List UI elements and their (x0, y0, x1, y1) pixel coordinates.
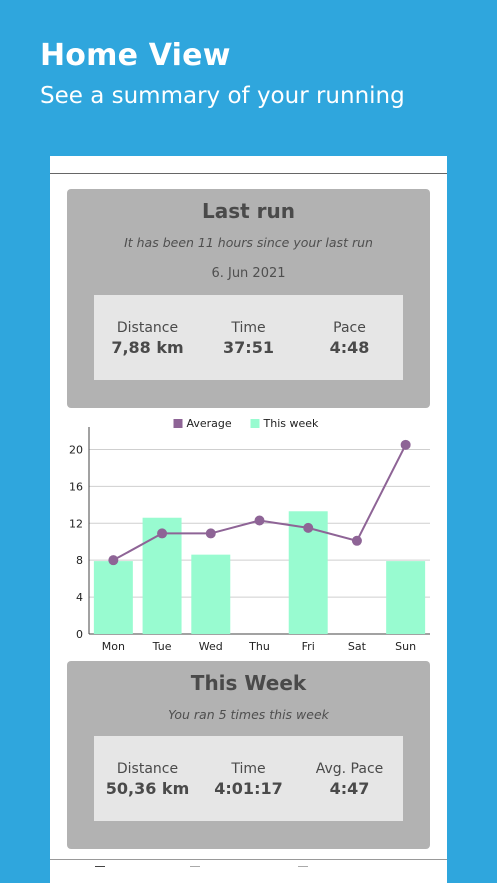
y-tick-label: 8 (76, 554, 83, 567)
runs-tab-icon[interactable] (190, 866, 200, 872)
bar-mon (93, 561, 133, 634)
time-value: 37:51 (223, 338, 274, 357)
week-pace-value: 4:47 (329, 779, 370, 798)
nav-divider (50, 173, 447, 174)
x-tick-label: Wed (199, 640, 223, 653)
average-point-sun (400, 439, 411, 450)
legend-this-week-swatch (250, 419, 260, 428)
y-tick-label: 4 (76, 591, 83, 604)
weekly-chart: 0 4 8 12 16 20 Mon Tue Wed Thu Fri Sat Sun Average Thi… (69, 417, 430, 653)
time-label: Time (231, 320, 266, 336)
stats-tab-icon[interactable] (298, 866, 308, 872)
this-week-stats: Distance 50,36 km Time 4:01:17 Avg. Pace… (94, 736, 403, 821)
hero-title: Home View (40, 38, 231, 73)
average-point-fri (303, 522, 314, 533)
week-distance-stat: Distance 50,36 km (96, 760, 199, 799)
y-tick-label: 16 (69, 480, 83, 493)
hero-subtitle: See a summary of your running (40, 83, 405, 109)
legend-average-swatch (173, 419, 183, 428)
week-time-value: 4:01:17 (214, 779, 283, 798)
this-week-summary: You ran 5 times this week (168, 707, 329, 722)
pace-label: Pace (333, 320, 366, 336)
bar-sun (386, 561, 426, 634)
last-run-since: It has been 11 hours since your last run (124, 235, 373, 250)
week-distance-label: Distance (116, 761, 179, 777)
legend-average-label: Average (187, 417, 232, 430)
tab-bar-divider (50, 859, 447, 860)
week-pace-label: Avg. Pace (315, 761, 384, 777)
y-tick-label: 12 (69, 517, 83, 530)
last-run-card[interactable]: Last run It has been 11 hours since your… (67, 189, 430, 408)
average-point-wed (205, 528, 216, 539)
time-stat: Time 37:51 (197, 319, 300, 358)
bar-wed (191, 554, 231, 634)
last-run-stats: Distance 7,88 km Time 37:51 Pace 4:48 (94, 295, 403, 380)
this-week-card[interactable]: This Week You ran 5 times this week Dist… (67, 661, 430, 849)
average-point-mon (108, 555, 119, 566)
last-run-date: 6. Jun 2021 (211, 266, 286, 281)
x-tick-label: Fri (302, 640, 315, 653)
x-tick-label: Mon (102, 640, 125, 653)
last-run-title: Last run (201, 199, 295, 223)
average-point-thu (254, 515, 265, 526)
distance-stat: Distance 7,88 km (96, 319, 199, 358)
y-tick-label: 0 (76, 628, 83, 641)
legend-this-week-label: This week (263, 417, 320, 430)
x-tick-label: Thu (248, 640, 270, 653)
distance-label: Distance (116, 320, 179, 336)
this-week-title: This Week (190, 671, 307, 695)
y-tick-label: 20 (69, 443, 83, 456)
pace-value: 4:48 (329, 338, 370, 357)
week-distance-value: 50,36 km (105, 779, 190, 798)
home-tab-icon[interactable] (95, 866, 105, 872)
week-time-label: Time (231, 761, 266, 777)
x-tick-label: Sun (395, 640, 416, 653)
week-pace-stat: Avg. Pace 4:47 (298, 760, 401, 799)
distance-value: 7,88 km (111, 338, 184, 357)
pace-stat: Pace 4:48 (298, 319, 401, 358)
average-point-sat (351, 535, 362, 546)
x-tick-label: Tue (152, 640, 172, 653)
x-tick-label: Sat (348, 640, 367, 653)
average-point-tue (157, 528, 168, 539)
week-time-stat: Time 4:01:17 (197, 760, 300, 799)
phone-screen: Last run It has been 11 hours since your… (50, 156, 447, 883)
